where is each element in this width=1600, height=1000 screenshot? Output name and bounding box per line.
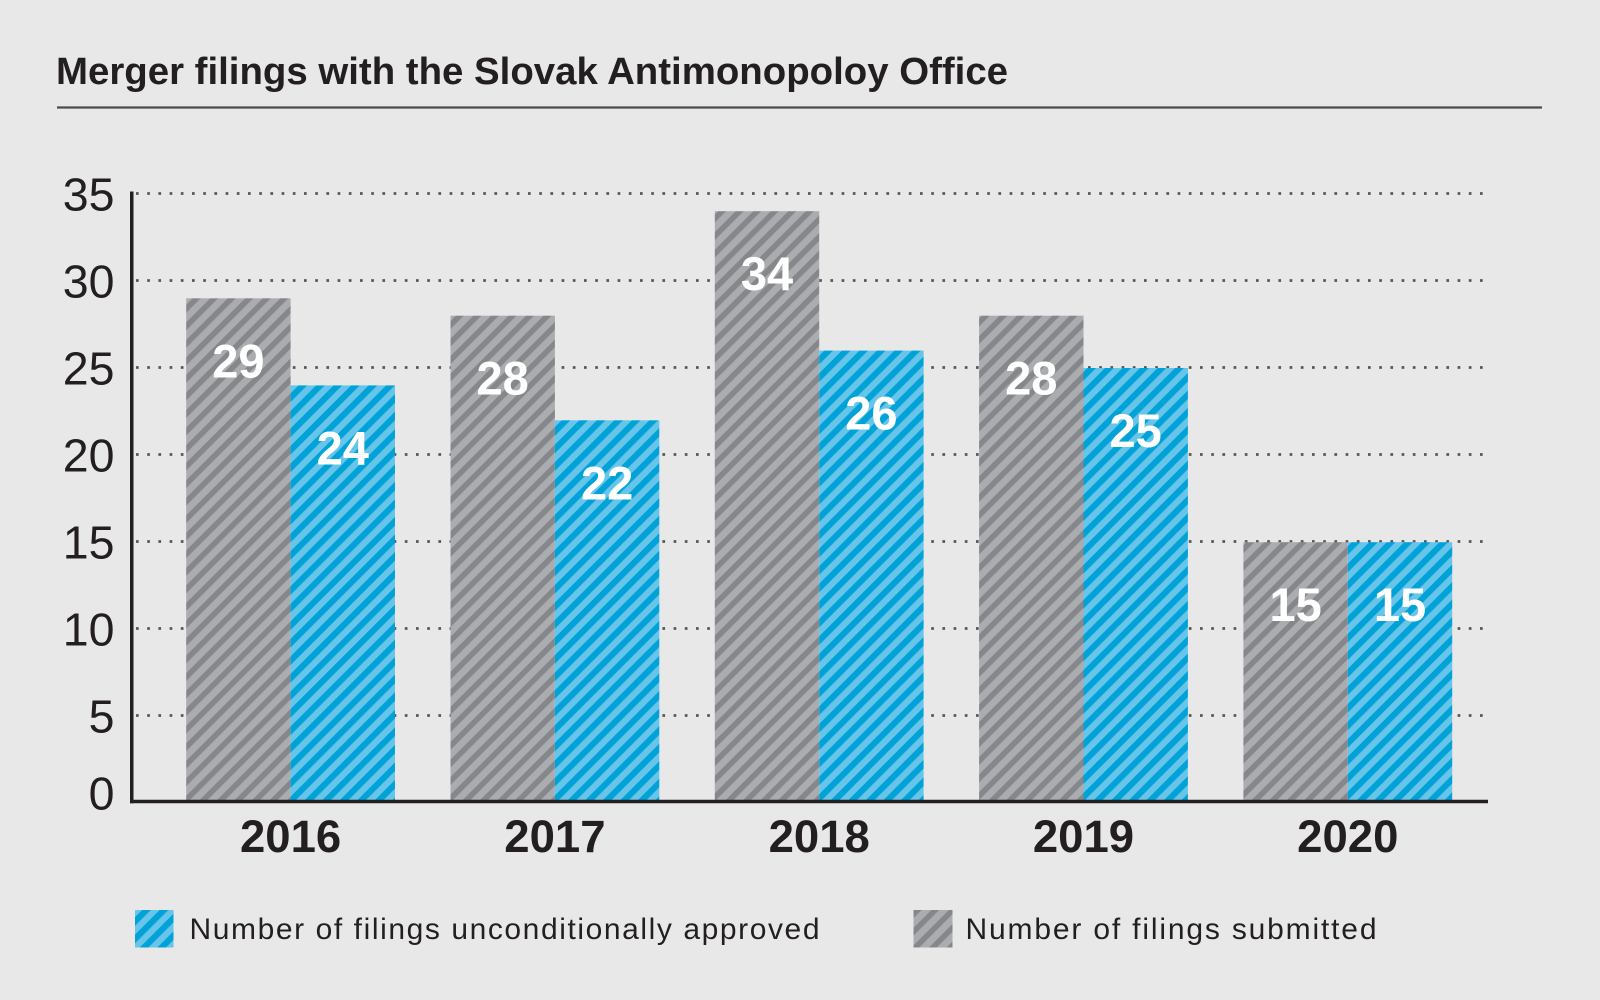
svg-text:5: 5 (89, 691, 115, 743)
svg-text:24: 24 (317, 421, 369, 474)
svg-text:34: 34 (741, 247, 793, 300)
svg-text:25: 25 (1110, 404, 1162, 457)
svg-text:29: 29 (212, 334, 264, 387)
svg-text:22: 22 (581, 456, 633, 509)
svg-text:30: 30 (63, 256, 115, 308)
svg-text:20: 20 (63, 430, 115, 482)
svg-text:15: 15 (1269, 578, 1321, 631)
svg-text:26: 26 (845, 387, 897, 440)
svg-text:15: 15 (63, 517, 115, 569)
svg-text:28: 28 (477, 352, 529, 405)
svg-text:2018: 2018 (769, 811, 870, 862)
svg-text:2017: 2017 (504, 811, 605, 862)
svg-text:25: 25 (63, 343, 115, 395)
svg-text:28: 28 (1005, 352, 1057, 405)
svg-text:0: 0 (89, 768, 115, 820)
svg-text:2019: 2019 (1033, 811, 1134, 862)
svg-text:Merger filings with the Slovak: Merger filings with the Slovak Antimonop… (56, 50, 1008, 93)
svg-text:2016: 2016 (240, 811, 341, 862)
svg-text:10: 10 (63, 604, 115, 656)
svg-text:15: 15 (1374, 578, 1426, 631)
svg-text:Number of filings unconditiona: Number of filings unconditionally approv… (190, 913, 820, 946)
svg-text:2020: 2020 (1297, 811, 1398, 862)
svg-text:35: 35 (63, 169, 115, 221)
svg-text:Number of filings submitted: Number of filings submitted (966, 913, 1377, 946)
